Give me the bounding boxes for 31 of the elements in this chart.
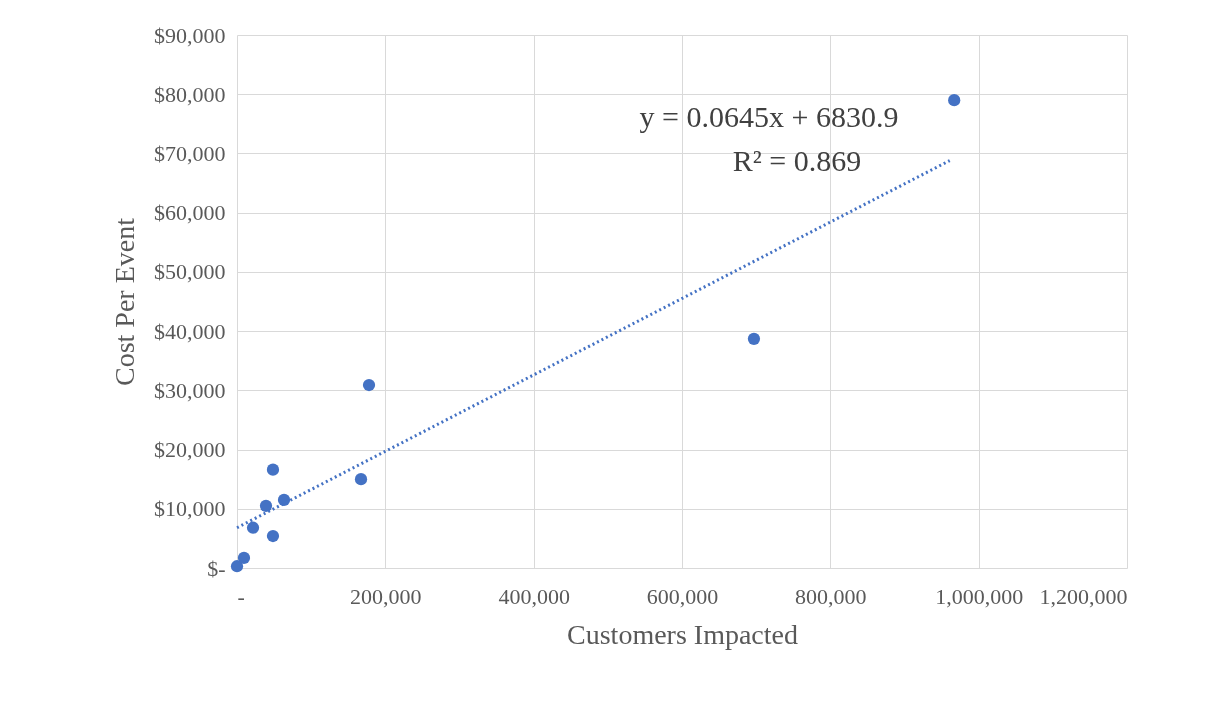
point [354, 473, 368, 486]
x-tick-label: - [237, 583, 245, 609]
annotation: R² = 0.869 [732, 144, 862, 177]
y-axis-title: Cost Per Event [109, 217, 140, 386]
point [747, 332, 761, 345]
point [237, 551, 251, 565]
x-tick-label: 400,000 [498, 583, 570, 609]
point [259, 499, 273, 512]
y-tick-label: $80,000 [154, 81, 226, 107]
x-axis-title: Customers Impacted [567, 618, 798, 650]
x-tick-label: 1,000,000 [935, 583, 1024, 609]
y-tick-label: $40,000 [154, 318, 226, 344]
annotation: y = 0.0645x + 6830.9 [639, 100, 899, 133]
point [266, 529, 280, 543]
point [948, 94, 961, 107]
x-tick-label: 200,000 [350, 583, 422, 609]
y-tick-label: $30,000 [154, 377, 226, 403]
y-tick-label: $90,000 [154, 22, 226, 48]
y-tick-label: $10,000 [154, 496, 226, 522]
y-tick-label: $60,000 [154, 200, 226, 226]
x-tick-label: 1,200,000 [1039, 583, 1128, 609]
point [266, 463, 280, 476]
x-tick-label: 600,000 [646, 583, 719, 609]
point [246, 521, 260, 534]
y-tick-label: $- [207, 555, 226, 581]
point [362, 378, 376, 392]
y-tick-label: $20,000 [154, 437, 226, 463]
x-tick-label: 800,000 [795, 583, 867, 609]
point [230, 560, 244, 573]
y-tick-label: $70,000 [154, 140, 226, 166]
y-tick-label: $50,000 [154, 259, 226, 285]
